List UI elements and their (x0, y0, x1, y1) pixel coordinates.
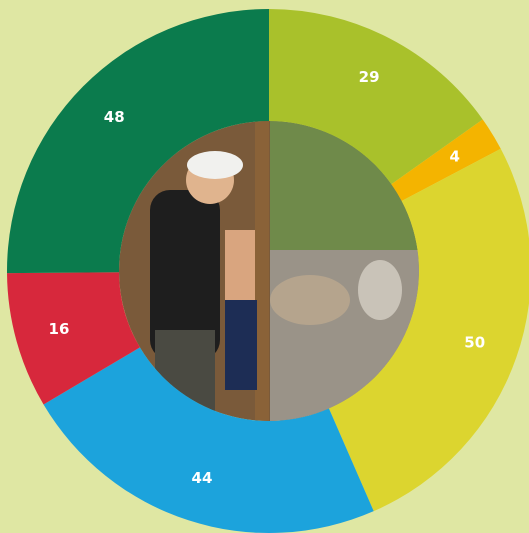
value-label: 50 (464, 334, 485, 352)
donut-segment (328, 148, 529, 512)
value-label: 16 (49, 320, 70, 338)
value-label: 4 (450, 147, 460, 165)
value-label: 44 (192, 469, 213, 487)
center-photo (119, 121, 419, 421)
donut-segment (6, 9, 269, 274)
donut-segment (391, 119, 501, 202)
value-label: 48 (104, 108, 125, 126)
donut-segment (7, 272, 140, 405)
value-label: 29 (359, 68, 380, 86)
donut-segment (43, 347, 374, 533)
donut-segment (269, 9, 483, 185)
